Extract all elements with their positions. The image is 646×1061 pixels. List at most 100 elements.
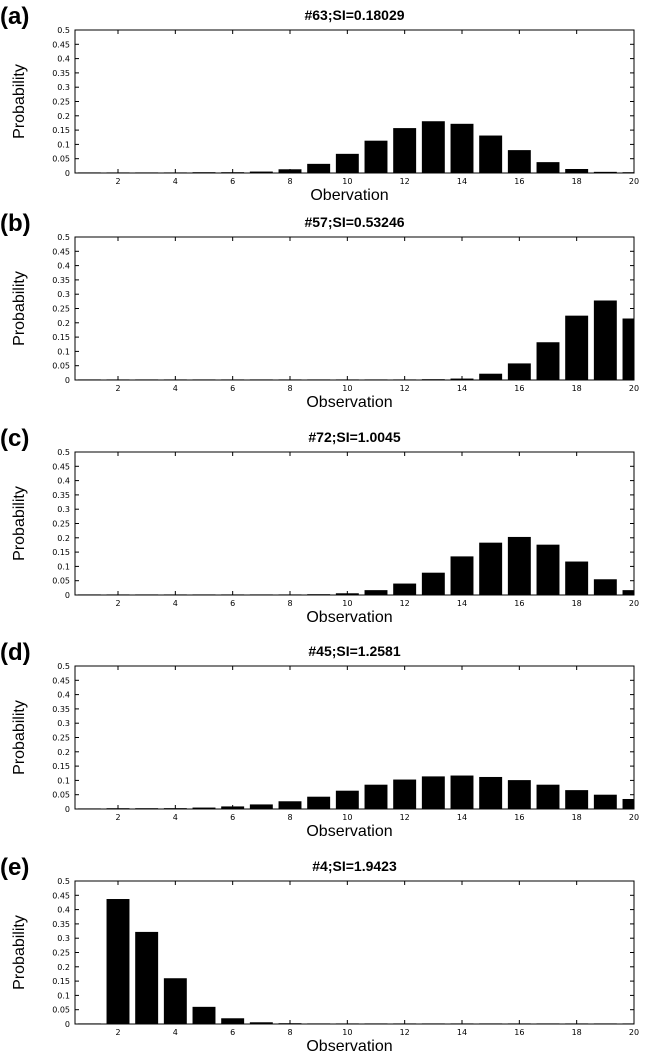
- bar: [135, 931, 159, 1024]
- y-tick-label: 0: [65, 1020, 70, 1029]
- x-tick-label: 20: [629, 813, 639, 822]
- x-tick-label: 12: [400, 1028, 410, 1037]
- bar: [393, 583, 417, 595]
- bar: [106, 899, 130, 1024]
- y-tick-label: 0.15: [52, 762, 70, 771]
- y-tick-label: 0.4: [57, 691, 70, 700]
- bar: [393, 779, 417, 809]
- y-tick-label: 0.1: [57, 562, 70, 571]
- x-tick-label: 4: [173, 599, 178, 608]
- x-tick-label: 4: [173, 813, 178, 822]
- x-tick-label: 8: [287, 1028, 292, 1037]
- y-tick-label: 0: [65, 805, 70, 814]
- x-tick-label: 10: [342, 384, 352, 393]
- bar: [249, 1022, 273, 1024]
- x-tick-label: 12: [400, 599, 410, 608]
- x-tick-label: 10: [342, 177, 352, 186]
- y-tick-label: 0.45: [52, 462, 70, 471]
- x-tick-label: 6: [230, 599, 235, 608]
- y-tick-label: 0.2: [57, 748, 70, 757]
- chart-panel-3: (c) #72;SI=1.0045 0 0.05 0.1 0.15 0.2 0.25 0.3 0.…: [0, 425, 639, 626]
- x-axis-label: Observation: [306, 1038, 392, 1055]
- bar: [249, 804, 273, 809]
- y-tick-label: 0.4: [57, 262, 70, 271]
- bar: [479, 373, 503, 380]
- y-tick-label: 0.2: [57, 112, 70, 121]
- x-axis-label: Obervation: [310, 187, 388, 204]
- y-tick-label: 0.45: [52, 891, 70, 900]
- x-tick-label: 16: [514, 813, 524, 822]
- x-tick-label: 20: [629, 599, 639, 608]
- y-tick-label: 0.25: [52, 949, 70, 958]
- bar: [192, 807, 216, 809]
- y-tick-label: 0.5: [57, 662, 70, 671]
- x-tick-label: 8: [287, 177, 292, 186]
- y-tick-label: 0.35: [52, 920, 70, 929]
- y-tick-label: 0.25: [52, 98, 70, 107]
- y-tick-label: 0.05: [52, 362, 70, 371]
- chart-title: #4;SI=1.9423: [312, 858, 397, 874]
- plot-frame: [74, 29, 635, 174]
- y-tick-label: 0.1: [57, 776, 70, 785]
- x-tick-label: 8: [287, 599, 292, 608]
- bar: [565, 790, 589, 809]
- bar: [593, 171, 617, 173]
- x-tick-label: 10: [342, 1028, 352, 1037]
- x-tick-label: 16: [514, 599, 524, 608]
- bar: [507, 780, 531, 809]
- y-tick-label: 0.5: [57, 26, 70, 35]
- bar-series: [77, 300, 634, 380]
- x-tick-label: 18: [572, 177, 582, 186]
- x-tick-label: 14: [457, 384, 467, 393]
- x-tick-label: 2: [115, 1028, 120, 1037]
- chart-panel-4: (d) #45;SI=1.2581 0 0.05 0.1 0.15 0.2 0.25 0.3 0.…: [0, 639, 639, 840]
- y-tick-label: 0.2: [57, 534, 70, 543]
- bar: [536, 162, 560, 173]
- y-tick-label: 0.3: [57, 719, 70, 728]
- chart-panel-5: (e) #4;SI=1.9423 0 0.05 0.1 0.15 0.2 0.25 0.3 0.3…: [0, 854, 639, 1055]
- y-tick-label: 0.25: [52, 305, 70, 314]
- x-tick-label: 14: [457, 599, 467, 608]
- y-tick-label: 0.05: [52, 1006, 70, 1015]
- x-tick-label: 6: [230, 177, 235, 186]
- bar: [507, 536, 531, 595]
- y-tick-label: 0: [65, 376, 70, 385]
- x-tick-label: 8: [287, 384, 292, 393]
- x-tick-label: 10: [342, 599, 352, 608]
- y-tick-label: 0.5: [57, 233, 70, 242]
- x-tick-label: 12: [400, 177, 410, 186]
- bar: [622, 590, 634, 595]
- panel-label: (a): [0, 3, 29, 30]
- bar: [364, 140, 388, 173]
- bar: [536, 784, 560, 809]
- chart-title: #57;SI=0.53246: [304, 214, 404, 230]
- panel-label: (c): [0, 425, 29, 452]
- bar: [450, 123, 474, 173]
- y-axis-label: Probability: [11, 915, 28, 990]
- y-tick-label: 0.15: [52, 548, 70, 557]
- x-tick-label: 4: [173, 177, 178, 186]
- y-tick-label: 0.3: [57, 934, 70, 943]
- bar: [192, 1006, 216, 1024]
- bar: [421, 121, 445, 173]
- bar: [593, 300, 617, 380]
- bar: [565, 561, 589, 595]
- y-tick-label: 0.3: [57, 83, 70, 92]
- y-tick-label: 0.05: [52, 577, 70, 586]
- x-tick-label: 8: [287, 813, 292, 822]
- bar: [536, 544, 560, 595]
- y-tick-label: 0.2: [57, 963, 70, 972]
- bar: [421, 776, 445, 809]
- plot-frame: [74, 880, 635, 1025]
- x-tick-label: 18: [572, 384, 582, 393]
- y-tick-label: 0.2: [57, 319, 70, 328]
- x-axis-label: Observation: [306, 394, 392, 411]
- bar: [335, 153, 359, 173]
- x-tick-label: 4: [173, 384, 178, 393]
- x-tick-label: 16: [514, 1028, 524, 1037]
- y-tick-label: 0.45: [52, 247, 70, 256]
- y-tick-label: 0.5: [57, 448, 70, 457]
- y-tick-label: 0.15: [52, 333, 70, 342]
- bar: [249, 171, 273, 173]
